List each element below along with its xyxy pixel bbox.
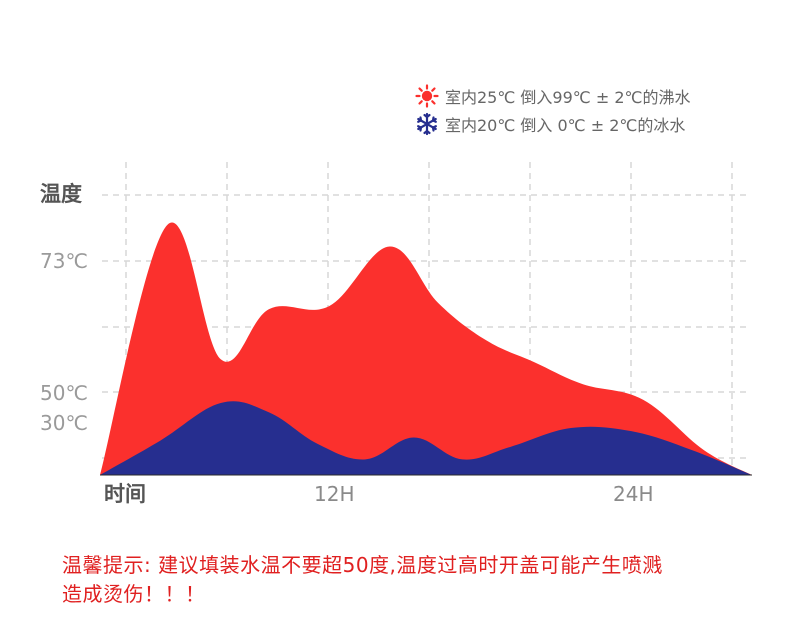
- x-axis-label: 时间: [104, 482, 146, 506]
- x-tick-24h: 24H: [613, 482, 654, 506]
- warning-note-line-2: 造成烫伤！！！: [62, 582, 206, 606]
- legend-item-cold: 室内20℃ 倒入 0℃ ± 2℃的冰水: [415, 110, 775, 138]
- warning-note-line-1: 温馨提示: 建议填装水温不要超50度,温度过高时开盖可能产生喷溅: [62, 553, 663, 577]
- x-tick-12h: 12H: [314, 482, 355, 506]
- sun-icon: [415, 84, 439, 108]
- chart-legend: 室内25℃ 倒入99℃ ± 2℃的沸水 室内20℃ 倒入: [415, 82, 775, 138]
- snowflake-icon: [417, 112, 437, 136]
- y-tick-30: 30℃: [40, 411, 88, 435]
- y-tick-50: 50℃: [40, 381, 88, 405]
- y-axis-label: 温度: [40, 182, 82, 206]
- legend-item-hot: 室内25℃ 倒入99℃ ± 2℃的沸水: [415, 82, 775, 110]
- legend-label-cold: 室内20℃ 倒入 0℃ ± 2℃的冰水: [445, 116, 686, 135]
- series-area-cold: [100, 401, 752, 475]
- legend-label-hot: 室内25℃ 倒入99℃ ± 2℃的沸水: [445, 88, 691, 107]
- y-tick-73: 73℃: [40, 249, 88, 273]
- warning-note: 温馨提示: 建议填装水温不要超50度,温度过高时开盖可能产生喷溅 造成烫伤！！！: [62, 551, 762, 609]
